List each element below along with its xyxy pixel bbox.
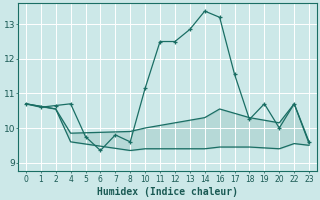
X-axis label: Humidex (Indice chaleur): Humidex (Indice chaleur)	[97, 186, 238, 197]
